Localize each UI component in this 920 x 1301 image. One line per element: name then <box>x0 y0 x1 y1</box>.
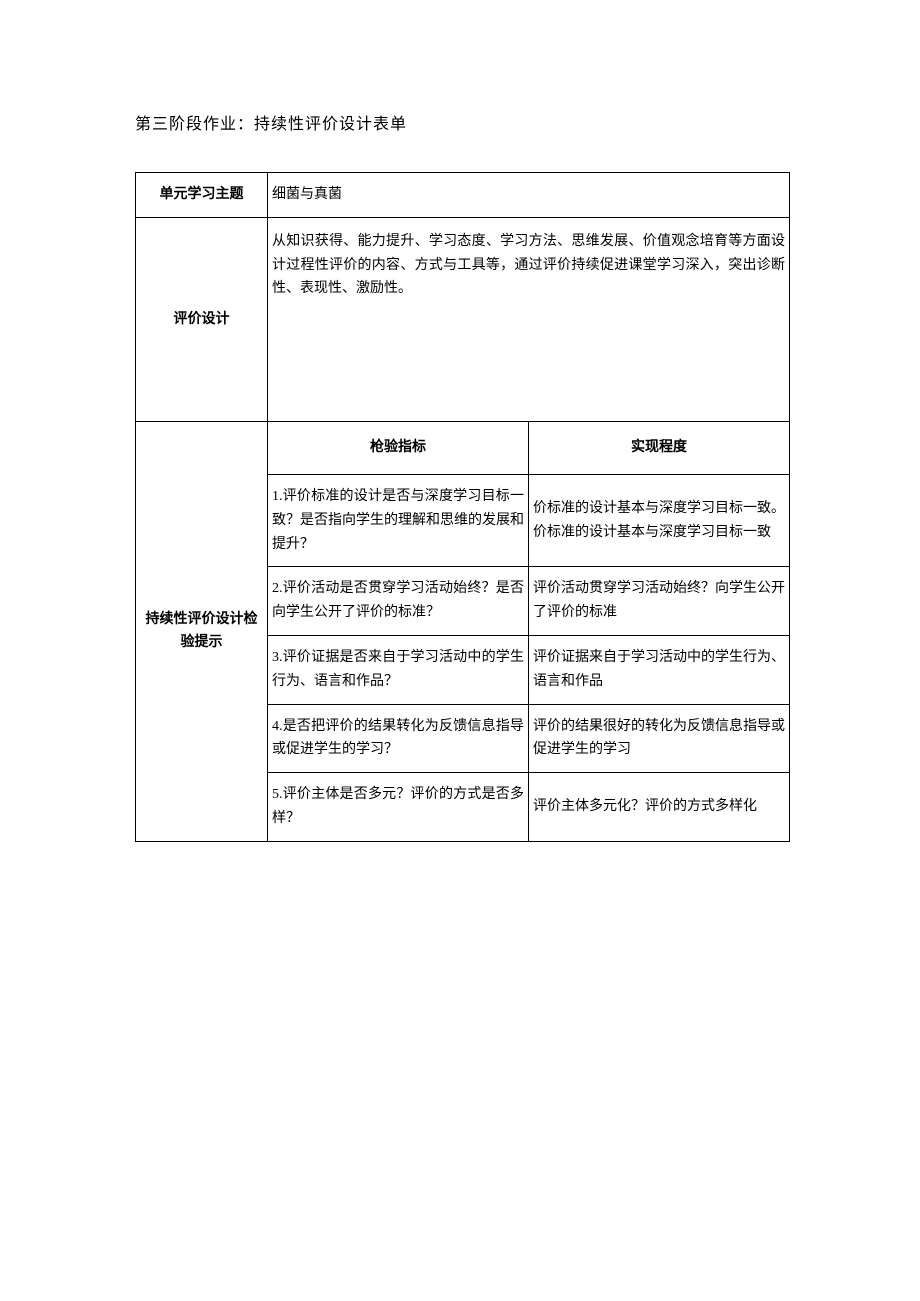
evaluation-design-value: 从知识获得、能力提升、学习态度、学习方法、思维发展、价值观念培育等方面设计过程性… <box>268 217 790 421</box>
indicator-cell: 2.评价活动是否贯穿学习活动始终？是否向学生公开了评价的标准？ <box>268 567 529 636</box>
indicator-header: 枪验指标 <box>268 422 529 475</box>
unit-theme-value: 细菌与真菌 <box>268 173 790 218</box>
result-cell: 评价的结果很好的转化为反馈信息指导或促进学生的学习 <box>529 704 790 773</box>
verification-hint-label: 持续性评价设计检验提示 <box>136 422 268 842</box>
table-row: 持续性评价设计检验提示 枪验指标 实现程度 <box>136 422 790 475</box>
evaluation-form-table: 单元学习主题 细菌与真菌 评价设计 从知识获得、能力提升、学习态度、学习方法、思… <box>135 172 790 842</box>
indicator-cell: 5.评价主体是否多元？评价的方式是否多样？ <box>268 773 529 842</box>
result-cell: 价标准的设计基本与深度学习目标一致。价标准的设计基本与深度学习目标一致 <box>529 474 790 566</box>
indicator-cell: 3.评价证据是否来自于学习活动中的学生行为、语言和作品？ <box>268 635 529 704</box>
indicator-cell: 1.评价标准的设计是否与深度学习目标一致？是否指向学生的理解和思维的发展和提升？ <box>268 474 529 566</box>
result-header: 实现程度 <box>529 422 790 475</box>
result-cell: 评价主体多元化？评价的方式多样化 <box>529 773 790 842</box>
evaluation-design-label: 评价设计 <box>136 217 268 421</box>
indicator-cell: 4.是否把评价的结果转化为反馈信息指导或促进学生的学习？ <box>268 704 529 773</box>
table-row: 评价设计 从知识获得、能力提升、学习态度、学习方法、思维发展、价值观念培育等方面… <box>136 217 790 421</box>
result-cell: 评价活动贯穿学习活动始终？向学生公开了评价的标准 <box>529 567 790 636</box>
table-row: 单元学习主题 细菌与真菌 <box>136 173 790 218</box>
result-cell: 评价证据来自于学习活动中的学生行为、语言和作品 <box>529 635 790 704</box>
page-title: 第三阶段作业：持续性评价设计表单 <box>135 110 790 134</box>
unit-theme-label: 单元学习主题 <box>136 173 268 218</box>
